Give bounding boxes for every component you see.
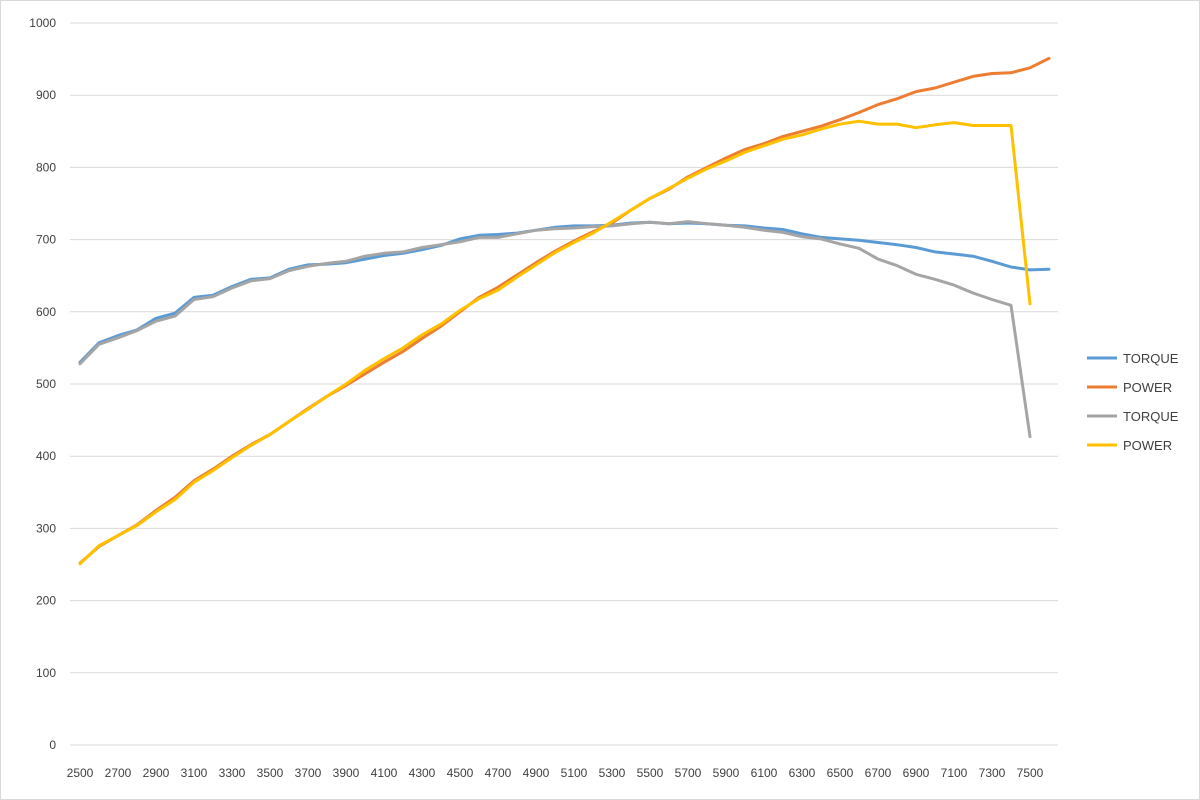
legend: TORQUE POWER TORQUE POWER (1087, 351, 1179, 453)
x-tick-label: 4700 (485, 766, 512, 780)
x-tick-label: 5900 (713, 766, 740, 780)
y-tick-label: 200 (36, 594, 56, 608)
x-tick-label: 7100 (941, 766, 968, 780)
y-tick-label: 1000 (29, 16, 56, 30)
x-tick-label: 3100 (181, 766, 208, 780)
y-tick-label: 800 (36, 160, 56, 174)
y-tick-label: 900 (36, 88, 56, 102)
x-tick-labels: 2500 2700 2900 3100 3300 3500 3700 3900 4100 4300… (67, 766, 1044, 780)
x-tick-label: 3900 (333, 766, 360, 780)
y-tick-label: 600 (36, 305, 56, 319)
y-tick-label: 500 (36, 377, 56, 391)
x-tick-label: 6900 (903, 766, 930, 780)
x-tick-label: 3700 (295, 766, 322, 780)
x-tick-label: 5500 (637, 766, 664, 780)
y-tick-label: 700 (36, 233, 56, 247)
y-tick-label: 100 (36, 666, 56, 680)
legend-label: POWER (1123, 380, 1172, 395)
x-tick-label: 7500 (1017, 766, 1044, 780)
series-line-3-torque (78, 220, 1032, 439)
x-tick-label: 4300 (409, 766, 436, 780)
x-tick-label: 5700 (675, 766, 702, 780)
legend-label: POWER (1123, 438, 1172, 453)
y-tick-label: 0 (49, 738, 56, 752)
y-tick-label: 300 (36, 521, 56, 535)
x-tick-label: 6700 (865, 766, 892, 780)
x-tick-label: 6300 (789, 766, 816, 780)
y-tick-labels: 0 100 200 300 400 500 600 700 800 900 1000 (29, 16, 56, 752)
x-tick-label: 4900 (523, 766, 550, 780)
x-tick-label: 3500 (257, 766, 284, 780)
legend-label: TORQUE (1123, 409, 1179, 424)
x-tick-label: 6100 (751, 766, 778, 780)
x-tick-label: 2500 (67, 766, 94, 780)
series-line-4-power (78, 119, 1032, 566)
x-tick-label: 6500 (827, 766, 854, 780)
y-tick-label: 400 (36, 449, 56, 463)
x-tick-label: 4100 (371, 766, 398, 780)
x-tick-label: 4500 (447, 766, 474, 780)
x-tick-label: 5300 (599, 766, 626, 780)
legend-label: TORQUE (1123, 351, 1179, 366)
gridlines (70, 22, 1058, 746)
series-line-2-power (78, 56, 1051, 565)
series-lines (78, 56, 1051, 566)
x-tick-label: 7300 (979, 766, 1006, 780)
x-tick-label: 3300 (219, 766, 246, 780)
x-tick-label: 2700 (105, 766, 132, 780)
x-tick-label: 2900 (143, 766, 170, 780)
x-tick-label: 5100 (561, 766, 588, 780)
